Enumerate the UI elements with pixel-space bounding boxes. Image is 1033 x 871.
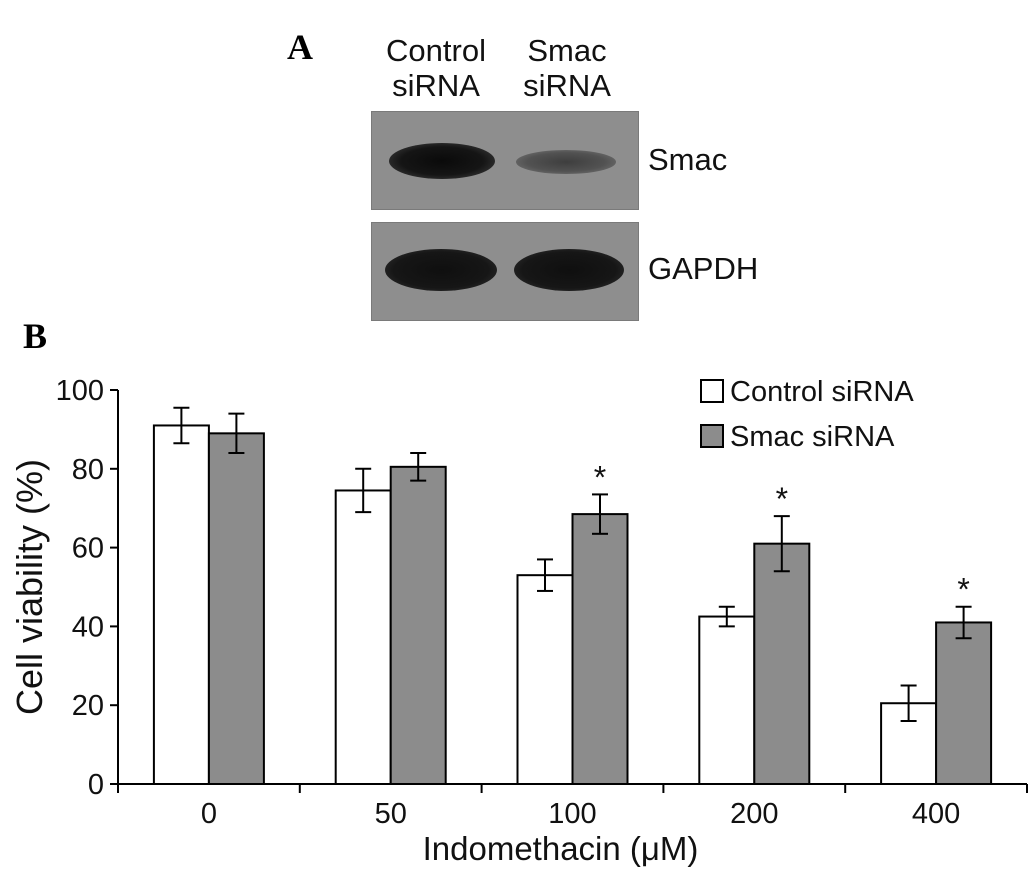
chart-bars — [152, 424, 993, 786]
significance-star: * — [594, 459, 606, 495]
x-axis-label: Indomethacin (μM) — [423, 830, 699, 867]
blot-gapdh — [371, 222, 639, 321]
band-smac-smac — [516, 150, 616, 174]
band-gapdh-control — [385, 249, 497, 291]
chart-legend: Control siRNA Smac siRNA — [700, 376, 914, 453]
legend-label-smac: Smac siRNA — [730, 421, 895, 453]
bar-smac — [571, 513, 629, 785]
significance-star: * — [776, 481, 788, 517]
bar-control — [334, 489, 392, 785]
blot-label-smac: Smac — [648, 142, 728, 177]
y-tick-label: 80 — [72, 454, 104, 486]
bar-smac — [389, 465, 447, 785]
y-tick-label: 20 — [72, 690, 104, 722]
lane-label-control: Control siRNA — [366, 33, 506, 103]
legend-swatch-control — [700, 379, 724, 403]
lane-label-smac: Smac siRNA — [497, 33, 637, 103]
lane-label-smac-line2: siRNA — [523, 68, 611, 103]
bar-control — [516, 574, 574, 785]
significance-star: * — [957, 572, 969, 608]
legend-swatch-smac — [700, 424, 724, 448]
band-smac-control — [389, 143, 495, 179]
chart-axes: 0 20 40 60 80 100 0 50 100 200 400 Indomethacin (μM… — [9, 375, 1028, 867]
bar-control — [152, 424, 210, 785]
y-tick-label: 60 — [72, 533, 104, 565]
band-gapdh-smac — [514, 249, 624, 291]
panel-a-label: A — [287, 27, 313, 67]
x-tick-label: 0 — [201, 798, 217, 830]
panel-b-label: B — [23, 316, 48, 356]
lane-label-control-line2: siRNA — [392, 68, 480, 103]
bar-smac — [935, 621, 993, 786]
y-tick-label: 100 — [56, 375, 104, 407]
bar-smac — [753, 542, 811, 785]
lane-label-smac-line1: Smac — [527, 33, 607, 68]
y-axis-label: Cell viability (%) — [9, 459, 50, 715]
y-tick-label: 40 — [72, 611, 104, 643]
bar-control — [698, 615, 756, 785]
chart-error-bars — [173, 406, 972, 722]
blot-smac — [371, 111, 639, 210]
y-tick-label: 0 — [88, 769, 104, 801]
x-tick-label: 100 — [548, 798, 596, 830]
chart-significance-markers: * * * — [594, 459, 970, 607]
legend-label-control: Control siRNA — [730, 376, 914, 408]
x-tick-label: 200 — [730, 798, 778, 830]
bar-smac — [207, 432, 265, 785]
lane-label-control-line1: Control — [386, 33, 486, 68]
blot-label-gapdh: GAPDH — [648, 251, 759, 286]
x-tick-label: 50 — [375, 798, 407, 830]
x-tick-label: 400 — [912, 798, 960, 830]
